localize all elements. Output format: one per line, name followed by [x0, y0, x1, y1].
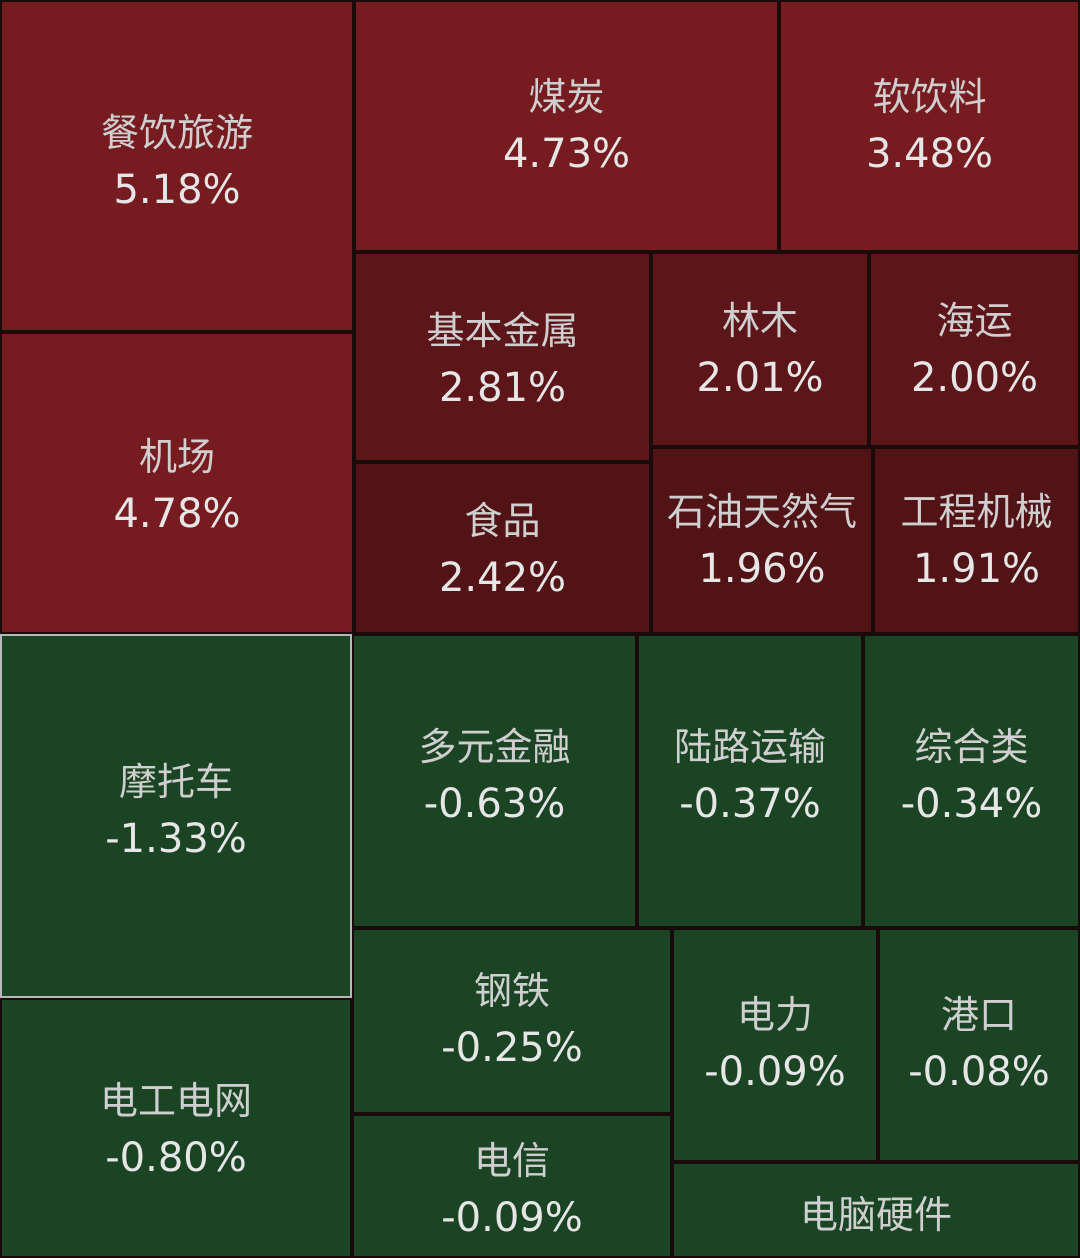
tile-telecom[interactable]: 电信 -0.09% — [352, 1114, 672, 1258]
tile-value: 4.73% — [502, 131, 631, 177]
tile-land-transport[interactable]: 陆路运输 -0.37% — [637, 634, 863, 928]
tile-name: 陆路运输 — [673, 725, 826, 769]
tile-value: -1.33% — [105, 816, 247, 862]
tile-label: 电力 -0.09% — [674, 992, 876, 1100]
tile-name: 多元金融 — [418, 725, 571, 769]
tile-label: 陆路运输 -0.37% — [639, 724, 861, 832]
tile-value: 1.96% — [698, 546, 826, 592]
tile-label: 工程机械 1.91% — [875, 489, 1078, 597]
tile-value: -0.37% — [679, 781, 821, 827]
tile-value: -0.09% — [704, 1049, 846, 1095]
tile-label: 电信 -0.09% — [354, 1138, 670, 1246]
tile-name: 摩托车 — [118, 760, 233, 804]
tile-food[interactable]: 食品 2.42% — [354, 462, 651, 634]
tile-name: 石油天然气 — [666, 490, 857, 534]
tile-label: 基本金属 2.81% — [356, 308, 649, 416]
tile-shipping[interactable]: 海运 2.00% — [869, 252, 1080, 447]
tile-label: 餐饮旅游 5.18% — [2, 110, 352, 218]
tile-label: 林木 2.01% — [653, 298, 867, 406]
tile-value: 1.91% — [912, 546, 1041, 592]
tile-value: -0.63% — [423, 781, 566, 827]
tile-conglomerate[interactable]: 综合类 -0.34% — [863, 634, 1080, 928]
tile-name: 食品 — [464, 499, 541, 543]
tile-value: 2.01% — [696, 355, 824, 401]
tile-name: 电工电网 — [99, 1079, 252, 1123]
tile-value: -0.08% — [908, 1049, 1050, 1095]
tile-name: 林木 — [721, 299, 798, 343]
tile-power[interactable]: 电力 -0.09% — [672, 928, 878, 1162]
tile-motorcycle[interactable]: 摩托车 -1.33% — [0, 634, 352, 998]
tile-label: 煤炭 4.73% — [356, 74, 777, 182]
tile-name: 综合类 — [914, 725, 1029, 769]
tile-label: 多元金融 -0.63% — [354, 724, 635, 832]
tile-basic-metals[interactable]: 基本金属 2.81% — [354, 252, 651, 462]
tile-name: 钢铁 — [473, 969, 550, 1013]
tile-airport[interactable]: 机场 4.78% — [0, 332, 354, 634]
tile-name: 煤炭 — [528, 75, 605, 119]
tile-name: 机场 — [138, 435, 215, 479]
tile-label: 石油天然气 1.96% — [653, 489, 871, 597]
tile-steel[interactable]: 钢铁 -0.25% — [352, 928, 672, 1114]
tile-name: 工程机械 — [900, 490, 1053, 534]
tile-label: 软饮料 3.48% — [781, 74, 1078, 182]
tile-catering-tourism[interactable]: 餐饮旅游 5.18% — [0, 0, 354, 332]
tile-name: 电脑硬件 — [799, 1193, 952, 1237]
tile-name: 电信 — [473, 1139, 550, 1183]
tile-electrical-grid[interactable]: 电工电网 -0.80% — [0, 998, 352, 1258]
tile-value: 2.81% — [438, 365, 567, 411]
tile-value: 3.48% — [865, 131, 994, 177]
tile-value: 2.00% — [910, 355, 1039, 401]
tile-construction-machinery[interactable]: 工程机械 1.91% — [873, 447, 1080, 634]
tile-label: 海运 2.00% — [871, 298, 1078, 406]
tile-diversified-finance[interactable]: 多元金融 -0.63% — [352, 634, 637, 928]
tile-label: 港口 -0.08% — [880, 992, 1078, 1100]
tile-oil-gas[interactable]: 石油天然气 1.96% — [651, 447, 873, 634]
tile-name: 软饮料 — [872, 75, 987, 119]
tile-value: -0.09% — [441, 1195, 583, 1241]
tile-computer-hardware[interactable]: 电脑硬件 — [672, 1162, 1080, 1258]
tile-label: 机场 4.78% — [2, 434, 352, 542]
tile-value: -0.34% — [900, 781, 1043, 827]
tile-forestry[interactable]: 林木 2.01% — [651, 252, 869, 447]
tile-value: 2.42% — [438, 555, 567, 601]
tile-name: 基本金属 — [426, 309, 579, 353]
tile-value: -0.80% — [105, 1135, 247, 1181]
tile-label: 摩托车 -1.33% — [2, 759, 350, 867]
tile-port[interactable]: 港口 -0.08% — [878, 928, 1080, 1162]
tile-label: 综合类 -0.34% — [865, 724, 1078, 832]
tile-soft-drinks[interactable]: 软饮料 3.48% — [779, 0, 1080, 252]
tile-label: 电脑硬件 — [674, 1192, 1078, 1238]
tile-name: 电力 — [736, 993, 813, 1037]
tile-label: 电工电网 -0.80% — [2, 1078, 350, 1186]
tile-name: 海运 — [936, 299, 1013, 343]
tile-label: 钢铁 -0.25% — [354, 968, 670, 1076]
tile-name: 餐饮旅游 — [100, 111, 253, 155]
tile-coal[interactable]: 煤炭 4.73% — [354, 0, 779, 252]
tile-value: 5.18% — [113, 167, 241, 213]
tile-value: -0.25% — [441, 1025, 583, 1071]
tile-name: 港口 — [940, 993, 1017, 1037]
tile-value: 4.78% — [113, 491, 241, 537]
tile-label: 食品 2.42% — [356, 498, 649, 606]
